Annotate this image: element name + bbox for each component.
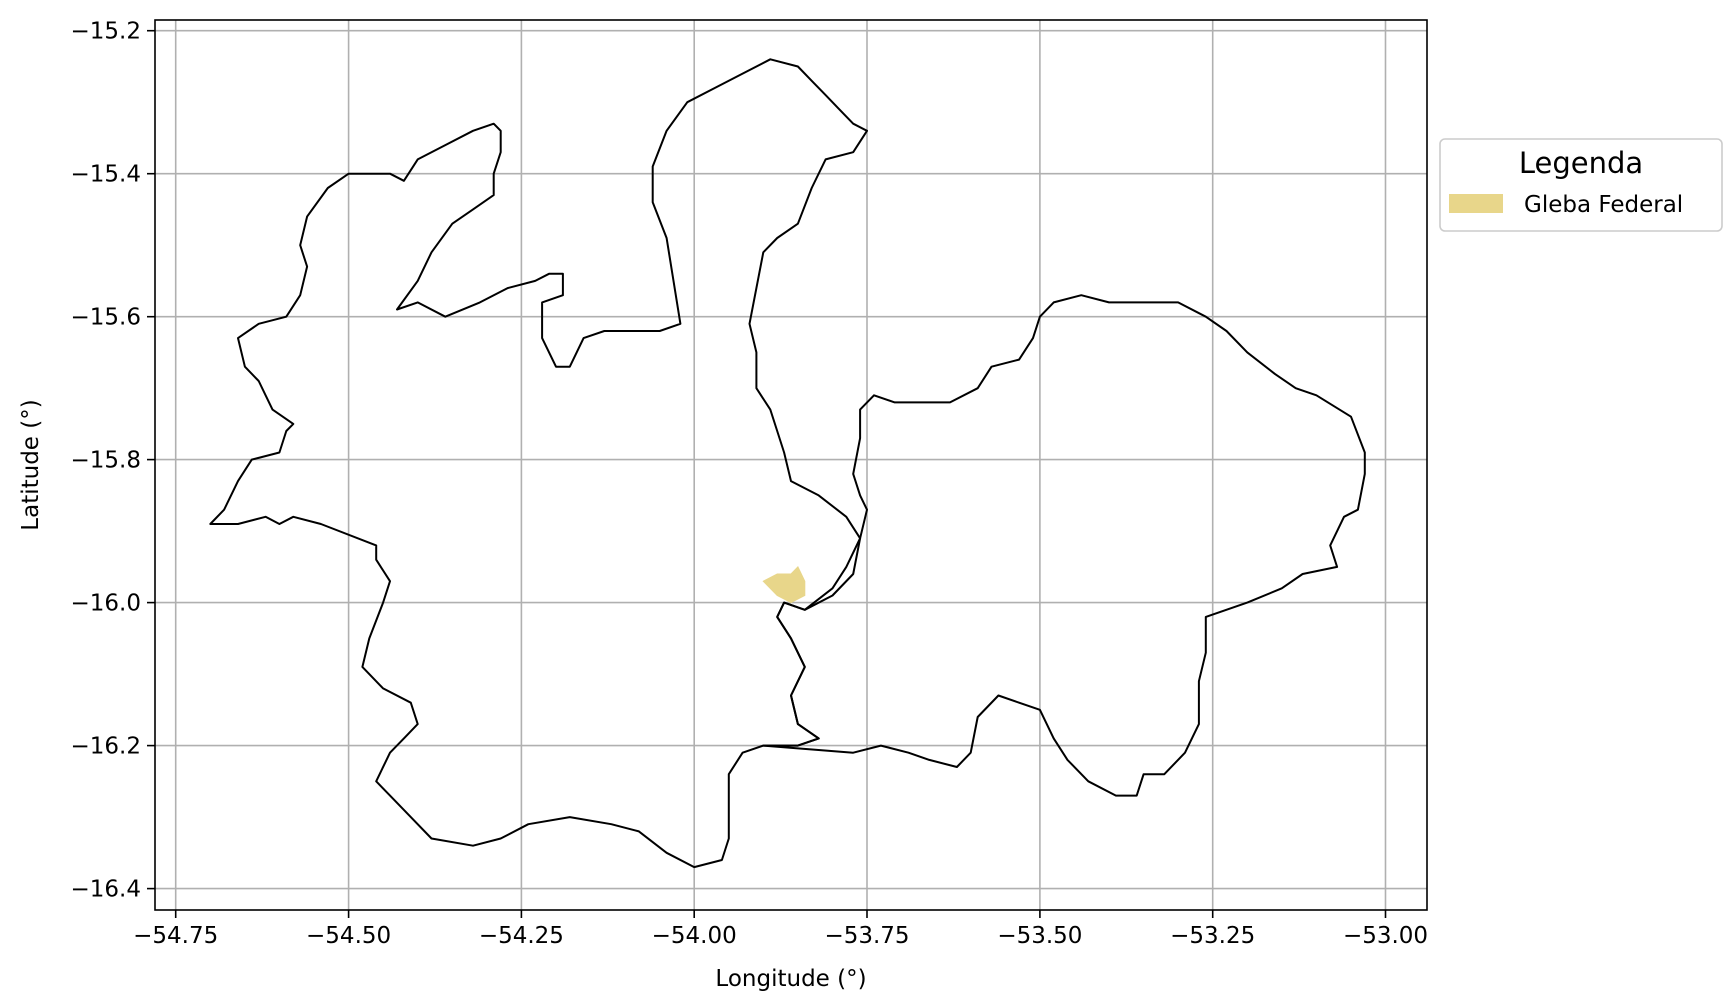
x-tick-label: −53.00 [1343,923,1428,949]
legend-title: Legenda [1519,146,1643,180]
x-tick-label: −53.25 [1170,923,1255,949]
y-tick-label: −16.4 [71,877,141,903]
y-tick-label: −15.8 [71,448,141,474]
x-tick-label: −53.75 [824,923,909,949]
y-tick-label: −16.2 [71,734,141,760]
plot-area-frame [154,19,1428,911]
legend-label-gleba-federal: Gleba Federal [1524,192,1683,218]
boundary-outline-1 [209,58,868,869]
x-axis-title: Longitude (°) [715,966,866,992]
gleba-federal-area [762,566,806,604]
x-tick-label: −54.75 [133,923,218,949]
boundary-layer [209,58,1366,869]
legend-swatch-gleba-federal [1449,194,1503,213]
x-tick-label: −53.50 [997,923,1082,949]
plot-area-background [155,20,1427,910]
boundary-outline-2 [762,294,1366,797]
y-tick-label: −15.6 [71,305,141,331]
y-tick-label: −15.4 [71,162,141,188]
y-axis-title: Latitude (°) [18,399,44,530]
legend-box [1439,138,1723,232]
axis-ticks: −54.75 −54.50 −54.25 −54.00 −53.75 −53.50 −53.… [71,19,1429,949]
x-tick-label: −54.50 [306,923,391,949]
legend: Legenda Gleba Federal [1439,138,1723,232]
area-layer [762,566,806,604]
x-tick-label: −54.00 [652,923,737,949]
y-tick-label: −16.0 [71,591,141,617]
y-tick-label: −15.2 [71,19,141,45]
x-tick-label: −54.25 [479,923,564,949]
